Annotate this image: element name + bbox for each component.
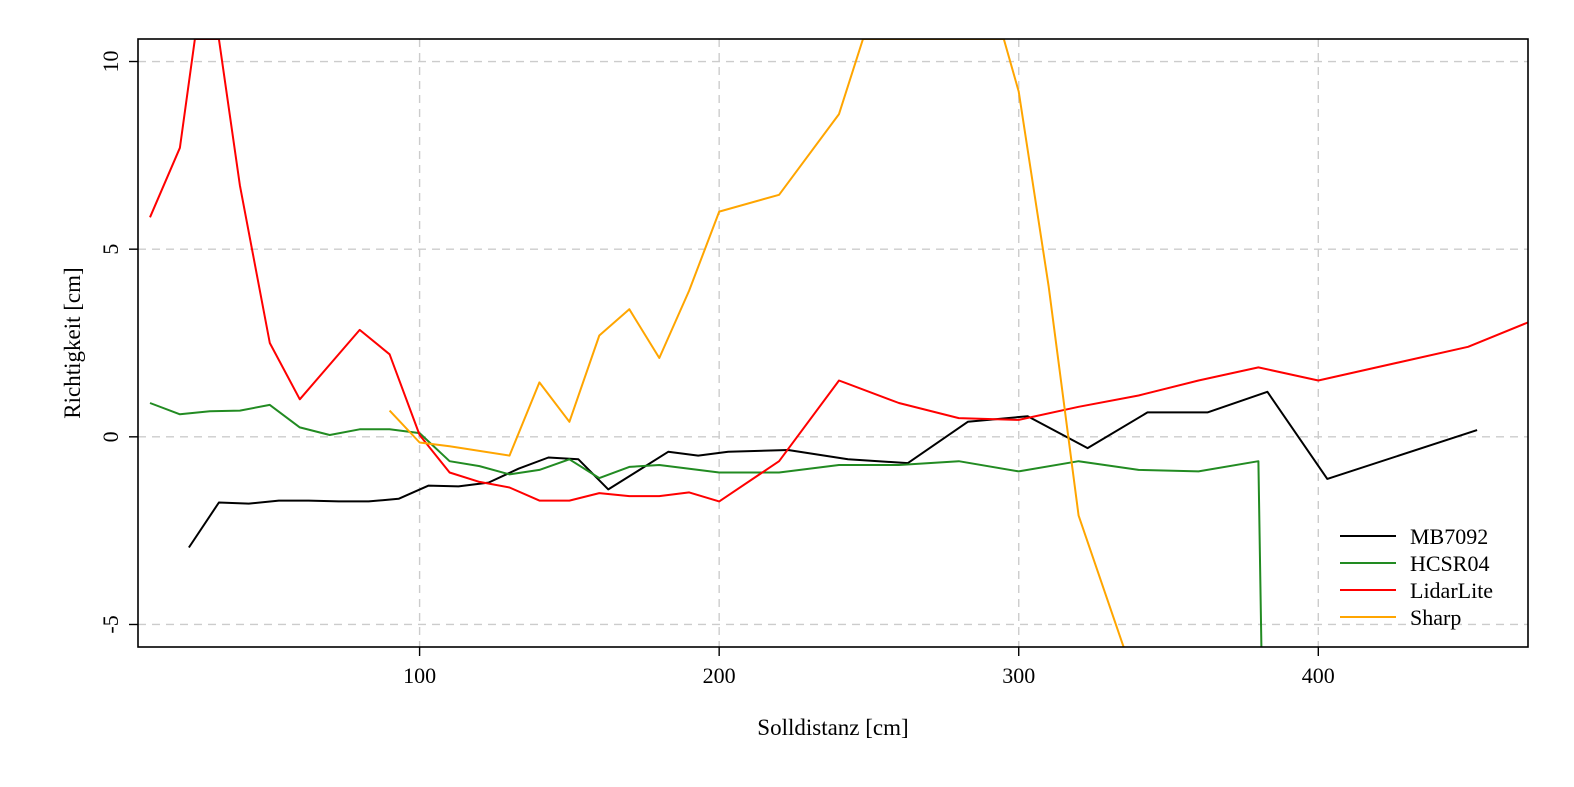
series-lines (149, 39, 1528, 647)
y-tick-label: 10 (98, 51, 123, 73)
y-axis-label: Richtigkeit [cm] (60, 267, 85, 418)
series-line-mb7092 (188, 390, 1478, 549)
grid (138, 39, 1528, 647)
series-line-lidarlite (149, 39, 1528, 503)
y-tick-label: 5 (98, 244, 123, 255)
plot-frame (137, 38, 1529, 648)
x-tick-label: 100 (403, 663, 436, 688)
legend-label-hcsr04: HCSR04 (1410, 551, 1489, 576)
x-tick-label: 300 (1002, 663, 1035, 688)
series-line-hcsr04 (149, 402, 1263, 647)
y-tick-label: 0 (98, 431, 123, 442)
legend-label-lidarlite: LidarLite (1410, 578, 1493, 603)
legend-label-mb7092: MB7092 (1410, 524, 1488, 549)
legend-label-sharp: Sharp (1410, 605, 1461, 630)
y-axis-ticks: -5 0 5 10 (98, 51, 138, 634)
x-tick-label: 400 (1302, 663, 1335, 688)
x-axis-label: Solldistanz [cm] (757, 715, 908, 740)
y-tick-label: -5 (98, 615, 123, 633)
x-axis-ticks: 100 200 300 400 (403, 647, 1335, 688)
x-tick-label: 200 (703, 663, 736, 688)
series-line-sharp (388, 39, 1125, 647)
